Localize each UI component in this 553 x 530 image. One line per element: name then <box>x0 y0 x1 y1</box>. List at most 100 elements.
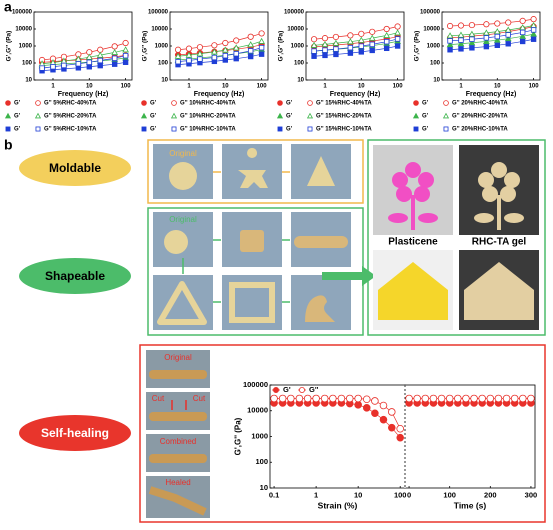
marker <box>174 46 182 53</box>
marker <box>186 57 192 64</box>
marker <box>468 30 476 37</box>
comparison-photos <box>373 145 539 330</box>
marker <box>437 394 446 403</box>
marker <box>321 35 329 42</box>
comparison-label: Plasticene <box>388 237 438 248</box>
marker <box>530 36 537 42</box>
marker <box>233 55 239 62</box>
y-tick-label: 10 <box>25 78 32 84</box>
y-tick-label: 10 <box>297 78 304 84</box>
marker <box>329 394 337 403</box>
y-tick-label: 1000 <box>19 44 33 50</box>
x-tick-label: 300 <box>525 490 538 499</box>
marker <box>35 100 41 106</box>
marker <box>141 126 147 132</box>
marker <box>396 424 404 433</box>
photo-label: Cut <box>152 394 165 403</box>
marker <box>457 31 465 38</box>
marker <box>478 394 486 403</box>
marker <box>486 394 495 403</box>
marker <box>295 394 304 403</box>
legend-label: G' <box>14 114 21 120</box>
marker <box>358 43 364 49</box>
y-tick-label: 100 <box>430 61 441 67</box>
marker <box>510 394 519 403</box>
x-tick-label: 0 <box>407 490 411 499</box>
y-tick-label: 10000 <box>15 27 32 33</box>
marker <box>394 36 401 42</box>
marker <box>368 34 376 41</box>
marker <box>387 408 396 416</box>
marker <box>483 21 490 28</box>
marker <box>394 43 401 49</box>
marker <box>362 404 371 412</box>
marker <box>530 16 537 23</box>
marker <box>321 40 329 47</box>
legend-label: G' <box>14 127 21 133</box>
marker <box>34 112 42 119</box>
legend-label: G' <box>286 114 293 120</box>
marker <box>196 44 204 51</box>
y-tick-label: 10 <box>260 483 268 492</box>
marker <box>443 100 449 106</box>
marker <box>412 112 420 119</box>
shapeable-photos <box>153 212 351 330</box>
y-tick-label: 100000 <box>148 10 169 16</box>
marker <box>457 40 465 47</box>
marker <box>170 112 178 119</box>
self-healing-box <box>139 344 546 523</box>
marker <box>277 100 283 106</box>
marker <box>307 100 313 106</box>
y-tick-label: 100000 <box>284 10 305 16</box>
legend-label: G'' 10%RHC-20%TA <box>180 114 236 120</box>
marker <box>527 394 535 403</box>
x-axis-label: Frequency (Hz) <box>58 91 109 98</box>
photo-label: Combined <box>160 437 196 446</box>
marker <box>504 26 512 33</box>
legend-label: G' <box>150 101 157 107</box>
marker <box>303 394 312 403</box>
x-tick-label: 0.1 <box>269 490 279 499</box>
marker <box>354 394 362 403</box>
marker <box>494 33 500 40</box>
marker <box>383 31 391 38</box>
marker <box>171 100 177 106</box>
marker <box>122 52 129 59</box>
x-tick-label: 1 <box>323 84 327 90</box>
marker <box>358 49 364 55</box>
photo-label: Original <box>169 215 197 224</box>
marker <box>442 112 450 119</box>
marker <box>258 44 265 51</box>
marker <box>443 126 449 132</box>
y-tick-label: 10000 <box>287 27 304 33</box>
marker <box>470 394 478 403</box>
marker <box>222 39 229 47</box>
x-tick-label: 10 <box>358 84 365 90</box>
marker <box>445 394 454 403</box>
y-tick-label: 100000 <box>243 380 268 389</box>
x-tick-label: 100 <box>529 84 540 90</box>
marker <box>482 29 490 36</box>
marker <box>233 37 240 44</box>
marker <box>272 386 279 393</box>
legend-label: G' <box>422 127 429 133</box>
marker <box>429 394 438 403</box>
marker <box>383 45 390 52</box>
marker <box>362 395 371 404</box>
x-tick-label: 100 <box>443 490 456 499</box>
y-axis-label: G',G'' (Pa) <box>142 31 149 62</box>
marker <box>396 433 404 442</box>
marker <box>369 41 375 48</box>
marker <box>519 32 527 39</box>
arrow <box>322 266 376 286</box>
series-line <box>274 398 401 429</box>
x-tick-label: 1 <box>314 490 318 499</box>
marker <box>86 64 92 70</box>
marker <box>122 59 129 65</box>
legend-label: G' <box>283 385 291 394</box>
legend-label: G' <box>422 101 429 107</box>
y-tick-label: 100000 <box>420 10 441 16</box>
marker <box>394 29 401 36</box>
marker <box>122 39 129 47</box>
marker <box>347 32 354 39</box>
